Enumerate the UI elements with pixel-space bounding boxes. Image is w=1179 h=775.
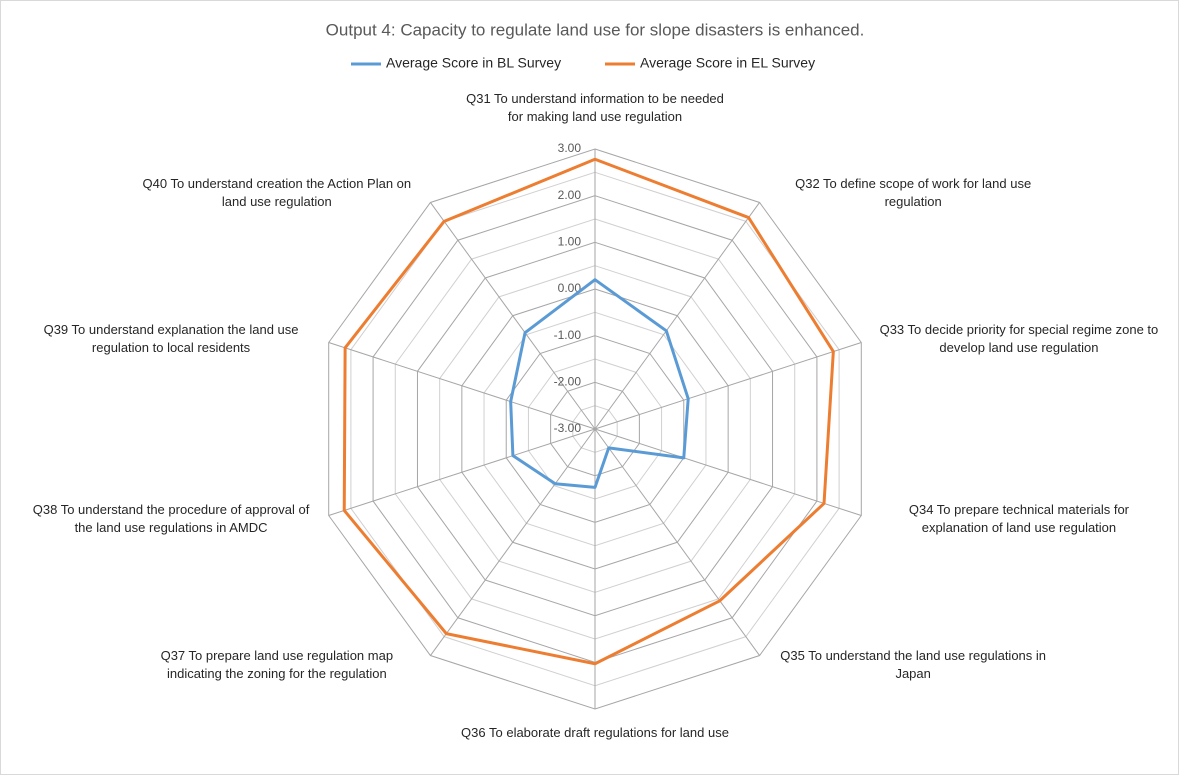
tick-label: 2.00: [558, 188, 582, 202]
category-label: Q33 To decide priority for special regim…: [879, 322, 1159, 355]
spoke: [430, 202, 596, 430]
category-label: Q37 To prepare land use regulation map i…: [160, 647, 394, 681]
spoke: [594, 341, 862, 430]
spoke: [594, 428, 760, 656]
category-label: Q38 To understand the procedure of appro…: [32, 501, 310, 535]
spoke: [430, 428, 596, 656]
category-label: Q36 To elaborate draft regulations for l…: [461, 725, 729, 741]
spoke: [328, 341, 596, 430]
category-label: Q31 To understand information to be need…: [466, 90, 724, 124]
tick-label: -2.00: [554, 375, 582, 389]
category-label: Q40 To understand creation the Action Pl…: [142, 176, 412, 210]
tick-label: 0.00: [558, 281, 582, 295]
tick-label: -1.00: [554, 328, 582, 342]
series-line: [342, 157, 835, 666]
category-label: Q34 To prepare technical materials for e…: [908, 501, 1130, 535]
spoke: [594, 428, 862, 517]
spoke: [328, 428, 596, 517]
spoke: [594, 202, 760, 430]
tick-label: 1.00: [558, 235, 582, 249]
category-label: Q32 To define scope of work for land use…: [795, 176, 1032, 210]
tick-label: -3.00: [554, 421, 582, 435]
category-label: Q35 To understand the land use regulatio…: [780, 647, 1047, 681]
category-label: Q39 To understand explanation the land u…: [43, 322, 299, 355]
series-line: [509, 278, 690, 489]
legend-label: Average Score in BL Survey: [386, 55, 561, 71]
chart-title: Output 4: Capacity to regulate land use …: [326, 20, 865, 39]
tick-label: 3.00: [558, 141, 582, 155]
legend-label: Average Score in EL Survey: [640, 55, 815, 71]
